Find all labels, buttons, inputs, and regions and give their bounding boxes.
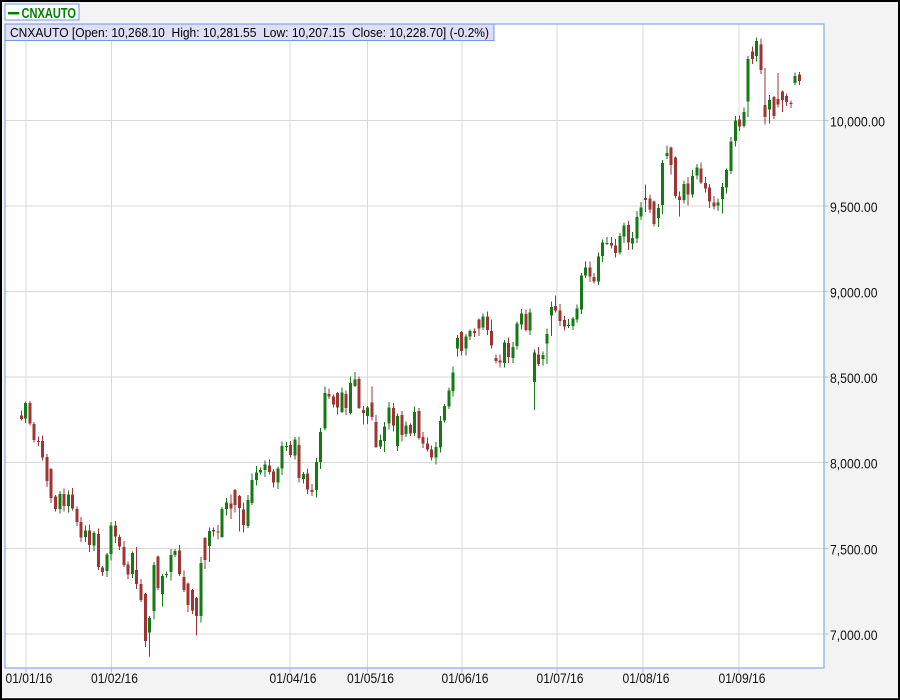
svg-text:01/01/16: 01/01/16 <box>6 671 53 686</box>
svg-text:01/02/16: 01/02/16 <box>91 671 138 686</box>
svg-text:01/09/16: 01/09/16 <box>719 671 766 686</box>
svg-text:CNXAUTO [Open: 10,268.10 High: CNXAUTO [Open: 10,268.10 High: 10,281.55… <box>10 25 489 40</box>
svg-text:9,000.00: 9,000.00 <box>830 286 878 301</box>
svg-text:10,000.00: 10,000.00 <box>830 114 885 129</box>
svg-text:7,000.00: 7,000.00 <box>830 628 878 643</box>
svg-text:7,500.00: 7,500.00 <box>830 542 878 557</box>
svg-text:CNXAUTO: CNXAUTO <box>22 6 77 22</box>
svg-text:9,500.00: 9,500.00 <box>830 200 878 215</box>
svg-text:01/07/16: 01/07/16 <box>537 671 584 686</box>
svg-text:8,500.00: 8,500.00 <box>830 371 878 386</box>
svg-text:01/04/16: 01/04/16 <box>270 671 317 686</box>
svg-text:01/05/16: 01/05/16 <box>347 671 394 686</box>
svg-text:01/06/16: 01/06/16 <box>442 671 489 686</box>
svg-text:01/08/16: 01/08/16 <box>623 671 670 686</box>
svg-text:8,000.00: 8,000.00 <box>830 457 878 472</box>
